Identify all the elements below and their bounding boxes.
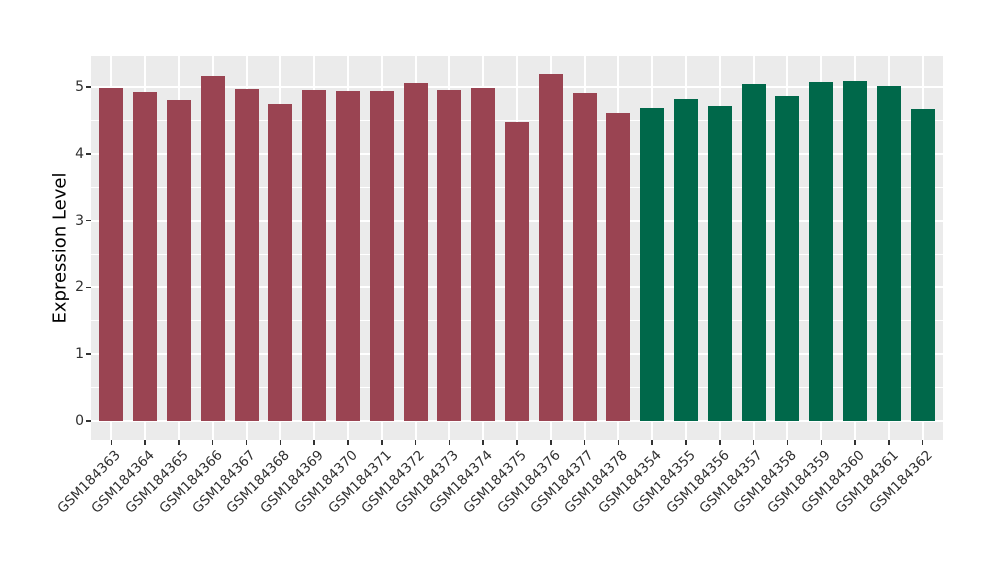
x-axis-tick-mark <box>313 440 315 445</box>
x-axis-tick-mark <box>178 440 180 445</box>
y-axis-tick-mark <box>86 153 91 155</box>
x-axis-tick-mark <box>854 440 856 445</box>
bar <box>572 93 597 421</box>
x-axis-tick-mark <box>888 440 890 445</box>
bar <box>775 95 800 421</box>
bar <box>166 100 191 421</box>
bar <box>99 88 124 421</box>
bar <box>606 113 631 421</box>
bar <box>505 121 529 421</box>
y-tick-label: 4 <box>75 145 84 162</box>
x-axis-tick-mark <box>921 440 924 445</box>
bar <box>471 87 496 421</box>
y-tick-label: 2 <box>75 279 84 296</box>
y-axis-title: Expression Level <box>49 172 71 324</box>
x-axis-tick-mark <box>820 440 823 445</box>
bar <box>809 82 834 421</box>
bar <box>403 82 428 421</box>
x-axis-tick-mark <box>245 440 248 445</box>
y-axis-tick-mark <box>86 219 91 222</box>
y-axis-tick-mark <box>86 286 91 289</box>
x-axis-tick-mark <box>482 440 484 445</box>
y-tick-label: 0 <box>75 413 84 429</box>
bar <box>640 108 665 421</box>
x-axis-tick-mark <box>685 440 687 445</box>
x-axis-tick-mark <box>279 440 282 445</box>
x-axis-tick-mark <box>144 440 146 445</box>
x-axis-tick-mark <box>211 440 214 445</box>
plot-panel <box>91 56 943 440</box>
bar <box>234 89 259 421</box>
y-tick-label: 5 <box>75 79 84 95</box>
x-axis-tick-mark <box>583 440 586 445</box>
y-tick-label: 1 <box>75 346 84 363</box>
x-axis-tick-mark <box>381 440 383 445</box>
y-axis-tick-mark <box>86 353 91 355</box>
bar <box>741 83 766 421</box>
x-axis-tick-mark <box>752 440 755 445</box>
bar <box>707 105 732 421</box>
bar <box>538 73 563 421</box>
x-axis-tick-mark <box>617 440 620 445</box>
x-axis-tick-mark <box>516 440 518 445</box>
bar <box>369 91 394 421</box>
y-axis-tick-mark <box>86 420 91 422</box>
bar <box>674 99 699 421</box>
bar <box>843 80 868 421</box>
x-axis-tick-mark <box>414 440 417 445</box>
x-axis-tick-mark <box>651 440 653 445</box>
bar <box>437 89 462 421</box>
y-tick-label: 3 <box>75 212 84 229</box>
y-axis-tick-mark <box>86 86 91 88</box>
bar <box>335 91 360 421</box>
bar <box>876 86 901 421</box>
x-axis-tick-mark <box>347 440 349 445</box>
x-axis-tick-mark <box>448 440 451 445</box>
x-axis-tick-mark <box>719 440 721 445</box>
bar <box>302 89 327 421</box>
bar <box>133 91 158 421</box>
x-axis-tick-mark <box>550 440 552 445</box>
x-axis-tick-mark <box>110 440 113 445</box>
bar <box>200 75 225 421</box>
bar <box>910 109 935 421</box>
x-axis-tick-mark <box>786 440 789 445</box>
bar <box>268 104 293 421</box>
